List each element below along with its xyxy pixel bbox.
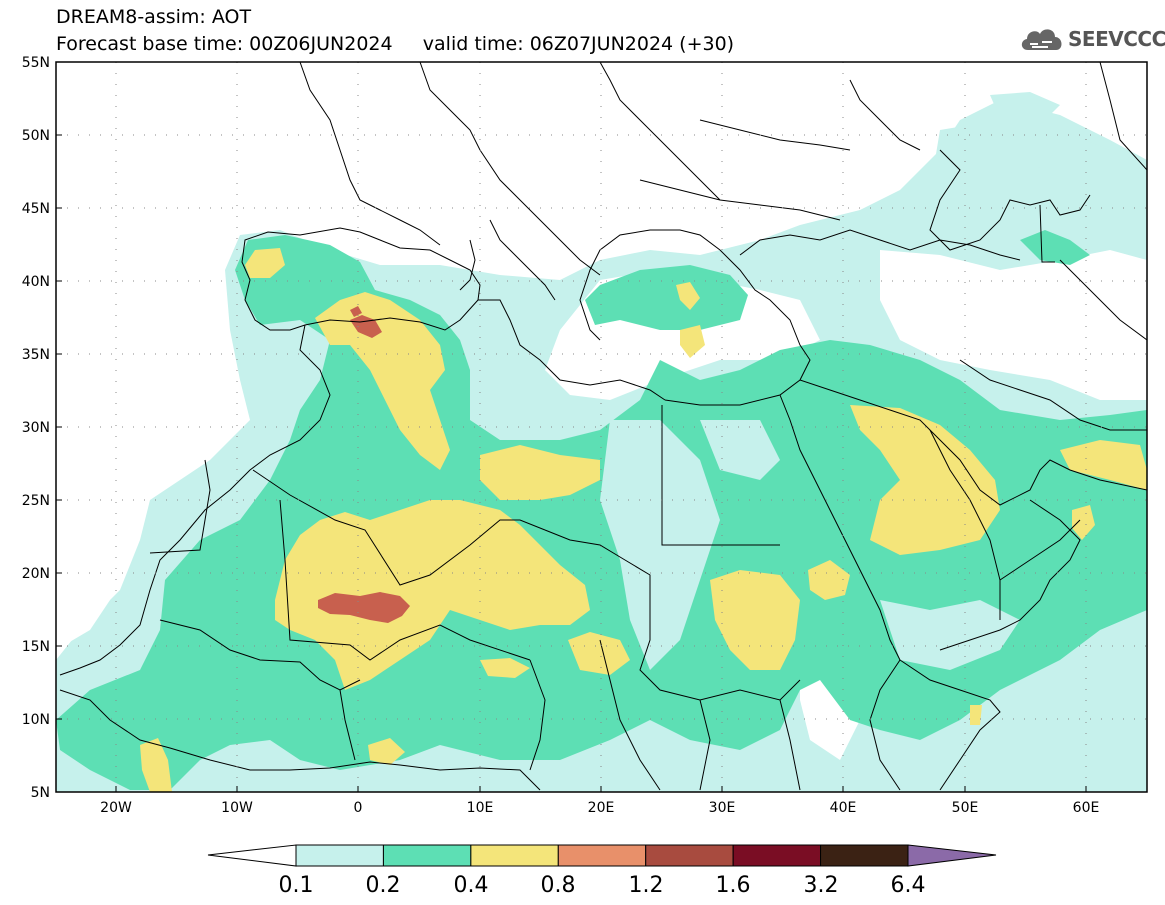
lon-label: 50E (952, 800, 979, 816)
colorbar-segment (382, 844, 472, 867)
lon-label: 20W (100, 800, 132, 816)
colorbar-segments (295, 844, 909, 867)
lon-label: 0 (354, 800, 363, 816)
colorbar-segment (820, 844, 909, 867)
longitude-labels: 20W 10W 0 10E 20E 30E 40E 50E 60E (100, 800, 1099, 816)
lat-label: 20N (22, 566, 50, 582)
colorbar-under-arrow (207, 844, 297, 867)
aot-band-very-high (318, 306, 410, 623)
lat-label: 15N (22, 639, 50, 655)
brand-logo: SEEVCCC (1018, 22, 1165, 56)
lon-label: 40E (830, 800, 857, 816)
title-line-model: DREAM8-assim: AOT (56, 6, 252, 28)
colorbar-label: 3.2 (804, 873, 839, 898)
aot-field (56, 62, 1147, 792)
lat-label: 5N (31, 785, 50, 801)
lon-label: 10W (221, 800, 253, 816)
colorbar-segment (470, 844, 559, 867)
colorbar-segment (645, 844, 734, 867)
brand-name: SEEVCCC (1068, 27, 1165, 51)
colorbar-segment (557, 844, 647, 867)
colorbar-over-arrow (907, 844, 997, 867)
colorbar-label: 0.4 (454, 873, 489, 898)
aot-inner-low-patches (600, 420, 1020, 670)
lon-label: 30E (709, 800, 736, 816)
coastlines-borders (59, 62, 1147, 791)
axis-ticks (56, 61, 1087, 793)
lon-label: 10E (467, 800, 494, 816)
colorbar-label: 1.6 (716, 873, 751, 898)
lon-label: 20E (588, 800, 615, 816)
title-line-times: Forecast base time: 00Z06JUN2024 valid t… (56, 33, 735, 55)
lat-label: 55N (22, 55, 50, 71)
lat-label: 30N (22, 420, 50, 436)
graticule (56, 62, 1147, 792)
lat-label: 50N (22, 128, 50, 144)
lat-label: 35N (22, 347, 50, 363)
colorbar-segment (732, 844, 822, 867)
lat-label: 10N (22, 712, 50, 728)
colorbar-label: 0.2 (366, 873, 401, 898)
colorbar-label: 0.8 (541, 873, 576, 898)
colorbar-label: 1.2 (629, 873, 664, 898)
cloud-icon (1021, 29, 1062, 50)
lat-label: 45N (22, 201, 50, 217)
aot-band-high (140, 248, 1147, 792)
latitude-labels: 55N 50N 45N 40N 35N 30N 25N 20N 15N 10N … (22, 55, 50, 801)
colorbar-label: 0.1 (279, 873, 314, 898)
colorbar-label: 6.4 (891, 873, 926, 898)
colorbar-segment (295, 844, 384, 867)
colorbar: 0.1 0.2 0.4 0.8 1.2 1.6 3.2 6.4 (207, 844, 997, 898)
lat-label: 40N (22, 274, 50, 290)
lat-label: 25N (22, 493, 50, 509)
lon-label: 60E (1073, 800, 1100, 816)
